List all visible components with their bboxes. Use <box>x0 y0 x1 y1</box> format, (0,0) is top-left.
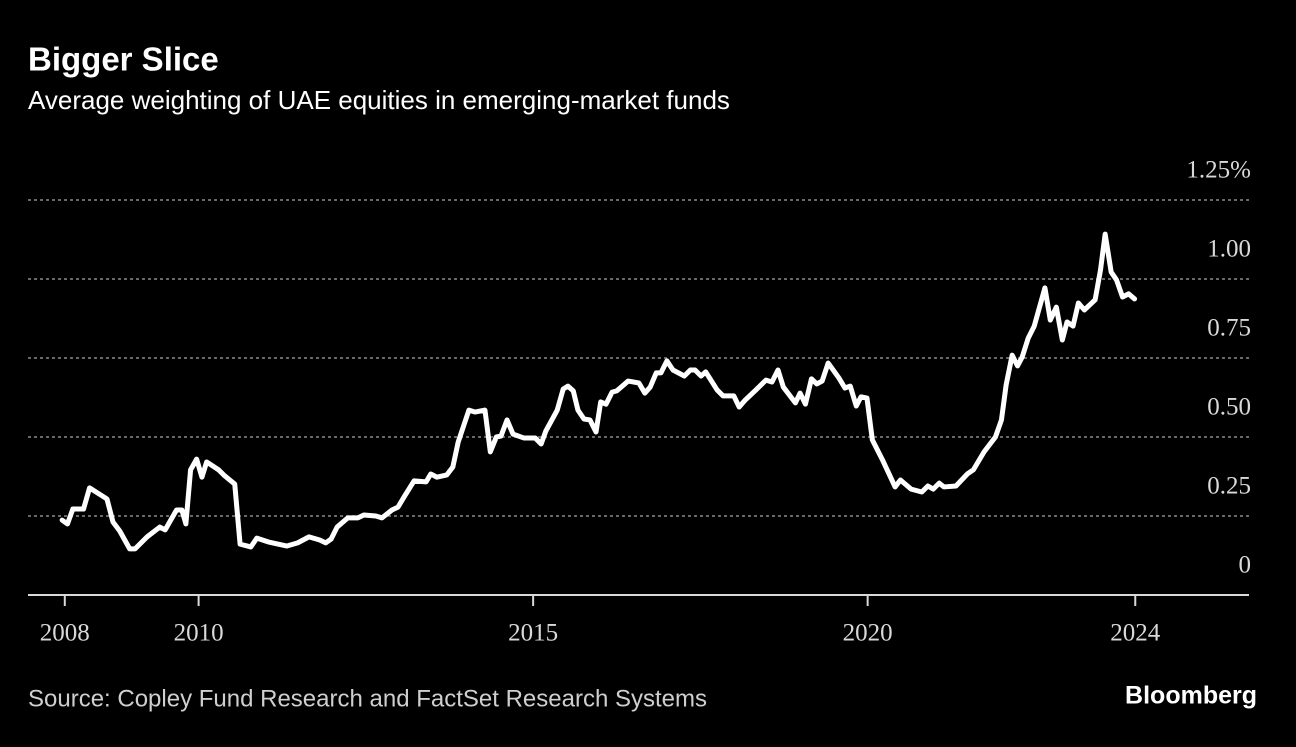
x-tick-label: 2024 <box>1110 620 1161 647</box>
y-tick-label: 1.00 <box>1207 236 1251 263</box>
brand-logo: Bloomberg <box>1125 682 1257 710</box>
source-note: Source: Copley Fund Research and FactSet… <box>28 685 707 712</box>
chart-subtitle: Average weighting of UAE equities in eme… <box>28 85 730 115</box>
x-tick-label: 2015 <box>508 620 558 647</box>
chart-title: Bigger Slice <box>28 41 219 78</box>
y-tick-label: 0 <box>1239 552 1252 579</box>
y-tick-label: 1.25% <box>1186 157 1251 184</box>
y-tick-label: 0.50 <box>1207 394 1251 421</box>
y-tick-label: 0.75 <box>1207 315 1251 342</box>
y-tick-label: 0.25 <box>1207 473 1251 500</box>
x-tick-label: 2008 <box>40 620 90 647</box>
x-tick-label: 2020 <box>843 620 893 647</box>
data-line <box>59 231 1138 552</box>
x-tick-label: 2010 <box>174 620 224 647</box>
